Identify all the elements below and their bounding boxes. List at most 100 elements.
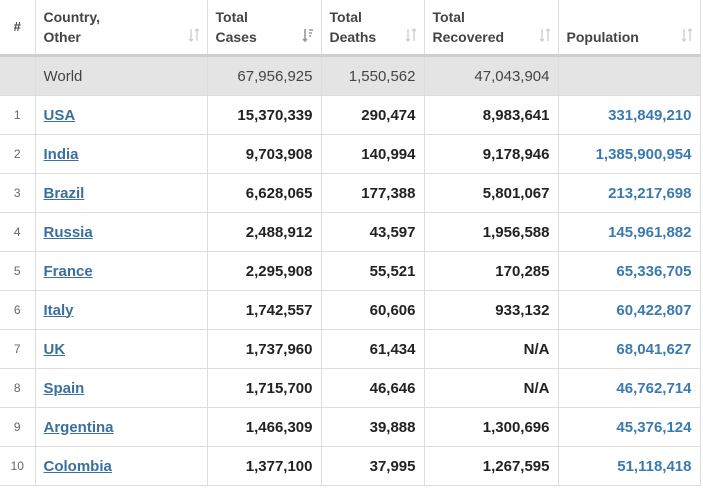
population-cell: 65,336,705 (558, 251, 701, 291)
country-link[interactable]: France (43, 262, 93, 280)
country-link[interactable]: Argentina (43, 418, 114, 436)
table-row: 1 USA 15,370,339 290,474 8,983,641 331,8… (0, 95, 701, 135)
total-cases-cell: 1,737,960 (207, 329, 322, 369)
world-recovered-cell: 47,043,904 (424, 55, 559, 96)
country-cell: Spain (35, 368, 208, 408)
world-rank-cell (0, 55, 36, 96)
column-header-total-cases[interactable]: Total Cases (207, 0, 322, 57)
total-recovered-cell: 1,300,696 (424, 407, 559, 447)
total-recovered-cell: 8,983,641 (424, 95, 559, 135)
table-row: 4 Russia 2,488,912 43,597 1,956,588 145,… (0, 212, 701, 252)
column-header-rank[interactable]: # (0, 0, 36, 57)
country-cell: USA (35, 95, 208, 135)
total-recovered-cell: 9,178,946 (424, 134, 559, 174)
rank-cell: 10 (0, 446, 36, 486)
table-row: 6 Italy 1,742,557 60,606 933,132 60,422,… (0, 290, 701, 330)
table-header: # Country, Other Total Cases Total Death… (0, 0, 701, 57)
total-cases-cell: 9,703,908 (207, 134, 322, 174)
total-deaths-cell: 55,521 (321, 251, 425, 291)
column-header-population-label: Population (566, 29, 639, 45)
country-cell: Argentina (35, 407, 208, 447)
rank-cell: 1 (0, 95, 36, 135)
rank-cell: 7 (0, 329, 36, 369)
country-cell: UK (35, 329, 208, 369)
rank-cell: 6 (0, 290, 36, 330)
sort-icon[interactable] (405, 28, 417, 42)
table-body: World 67,956,925 1,550,562 47,043,904 1 … (0, 55, 701, 486)
total-recovered-cell: N/A (424, 329, 559, 369)
country-link[interactable]: UK (43, 340, 66, 358)
country-cell: Colombia (35, 446, 208, 486)
total-recovered-cell: 1,267,595 (424, 446, 559, 486)
population-cell: 1,385,900,954 (558, 134, 701, 174)
table-row: 3 Brazil 6,628,065 177,388 5,801,067 213… (0, 173, 701, 213)
total-deaths-cell: 39,888 (321, 407, 425, 447)
population-cell: 46,762,714 (558, 368, 701, 408)
total-recovered-cell: 5,801,067 (424, 173, 559, 213)
world-name-cell: World (35, 55, 208, 96)
rank-cell: 2 (0, 134, 36, 174)
column-header-total-recovered[interactable]: Total Recovered (424, 0, 559, 57)
rank-cell: 8 (0, 368, 36, 408)
country-link[interactable]: Italy (43, 301, 74, 319)
country-link[interactable]: Russia (43, 223, 93, 241)
total-cases-cell: 1,715,700 (207, 368, 322, 408)
total-deaths-cell: 140,994 (321, 134, 425, 174)
total-cases-cell: 2,295,908 (207, 251, 322, 291)
total-recovered-cell: 1,956,588 (424, 212, 559, 252)
population-cell: 331,849,210 (558, 95, 701, 135)
sort-icon[interactable] (681, 28, 693, 42)
sort-icon[interactable] (188, 28, 200, 42)
total-recovered-cell: 933,132 (424, 290, 559, 330)
rank-cell: 3 (0, 173, 36, 213)
country-link[interactable]: Spain (43, 379, 85, 397)
total-cases-cell: 1,742,557 (207, 290, 322, 330)
table-row: 9 Argentina 1,466,309 39,888 1,300,696 4… (0, 407, 701, 447)
country-link[interactable]: India (43, 145, 79, 163)
total-deaths-cell: 60,606 (321, 290, 425, 330)
country-link[interactable]: Brazil (43, 184, 85, 202)
country-cell: Brazil (35, 173, 208, 213)
country-cell: Russia (35, 212, 208, 252)
world-deaths-cell: 1,550,562 (321, 55, 425, 96)
total-deaths-cell: 61,434 (321, 329, 425, 369)
population-cell: 145,961,882 (558, 212, 701, 252)
country-link[interactable]: Colombia (43, 457, 112, 475)
column-header-total-deaths[interactable]: Total Deaths (321, 0, 425, 57)
world-total-row: World 67,956,925 1,550,562 47,043,904 (0, 55, 701, 96)
world-population-cell (558, 55, 701, 96)
total-deaths-cell: 46,646 (321, 368, 425, 408)
column-header-total-recovered-label: Total Recovered (432, 9, 505, 45)
table-row: 10 Colombia 1,377,100 37,995 1,267,595 5… (0, 446, 701, 486)
header-row: # Country, Other Total Cases Total Death… (0, 0, 701, 57)
column-header-population[interactable]: Population (558, 0, 701, 57)
total-recovered-cell: N/A (424, 368, 559, 408)
total-cases-cell: 2,488,912 (207, 212, 322, 252)
table-row: 7 UK 1,737,960 61,434 N/A 68,041,627 (0, 329, 701, 369)
total-deaths-cell: 177,388 (321, 173, 425, 213)
table-row: 2 India 9,703,908 140,994 9,178,946 1,38… (0, 134, 701, 174)
sort-desc-active-icon[interactable] (301, 28, 314, 42)
country-cell: France (35, 251, 208, 291)
column-header-country[interactable]: Country, Other (35, 0, 208, 57)
total-deaths-cell: 43,597 (321, 212, 425, 252)
sort-icon[interactable] (539, 28, 551, 42)
column-header-total-cases-label: Total Cases (215, 9, 257, 45)
total-cases-cell: 1,377,100 (207, 446, 322, 486)
total-deaths-cell: 290,474 (321, 95, 425, 135)
total-cases-cell: 6,628,065 (207, 173, 322, 213)
total-cases-cell: 15,370,339 (207, 95, 322, 135)
population-cell: 45,376,124 (558, 407, 701, 447)
population-cell: 60,422,807 (558, 290, 701, 330)
table-row: 5 France 2,295,908 55,521 170,285 65,336… (0, 251, 701, 291)
total-deaths-cell: 37,995 (321, 446, 425, 486)
table-row: 8 Spain 1,715,700 46,646 N/A 46,762,714 (0, 368, 701, 408)
country-cell: Italy (35, 290, 208, 330)
country-link[interactable]: USA (43, 106, 76, 124)
total-recovered-cell: 170,285 (424, 251, 559, 291)
rank-cell: 5 (0, 251, 36, 291)
rank-cell: 9 (0, 407, 36, 447)
column-header-rank-label: # (13, 19, 21, 34)
